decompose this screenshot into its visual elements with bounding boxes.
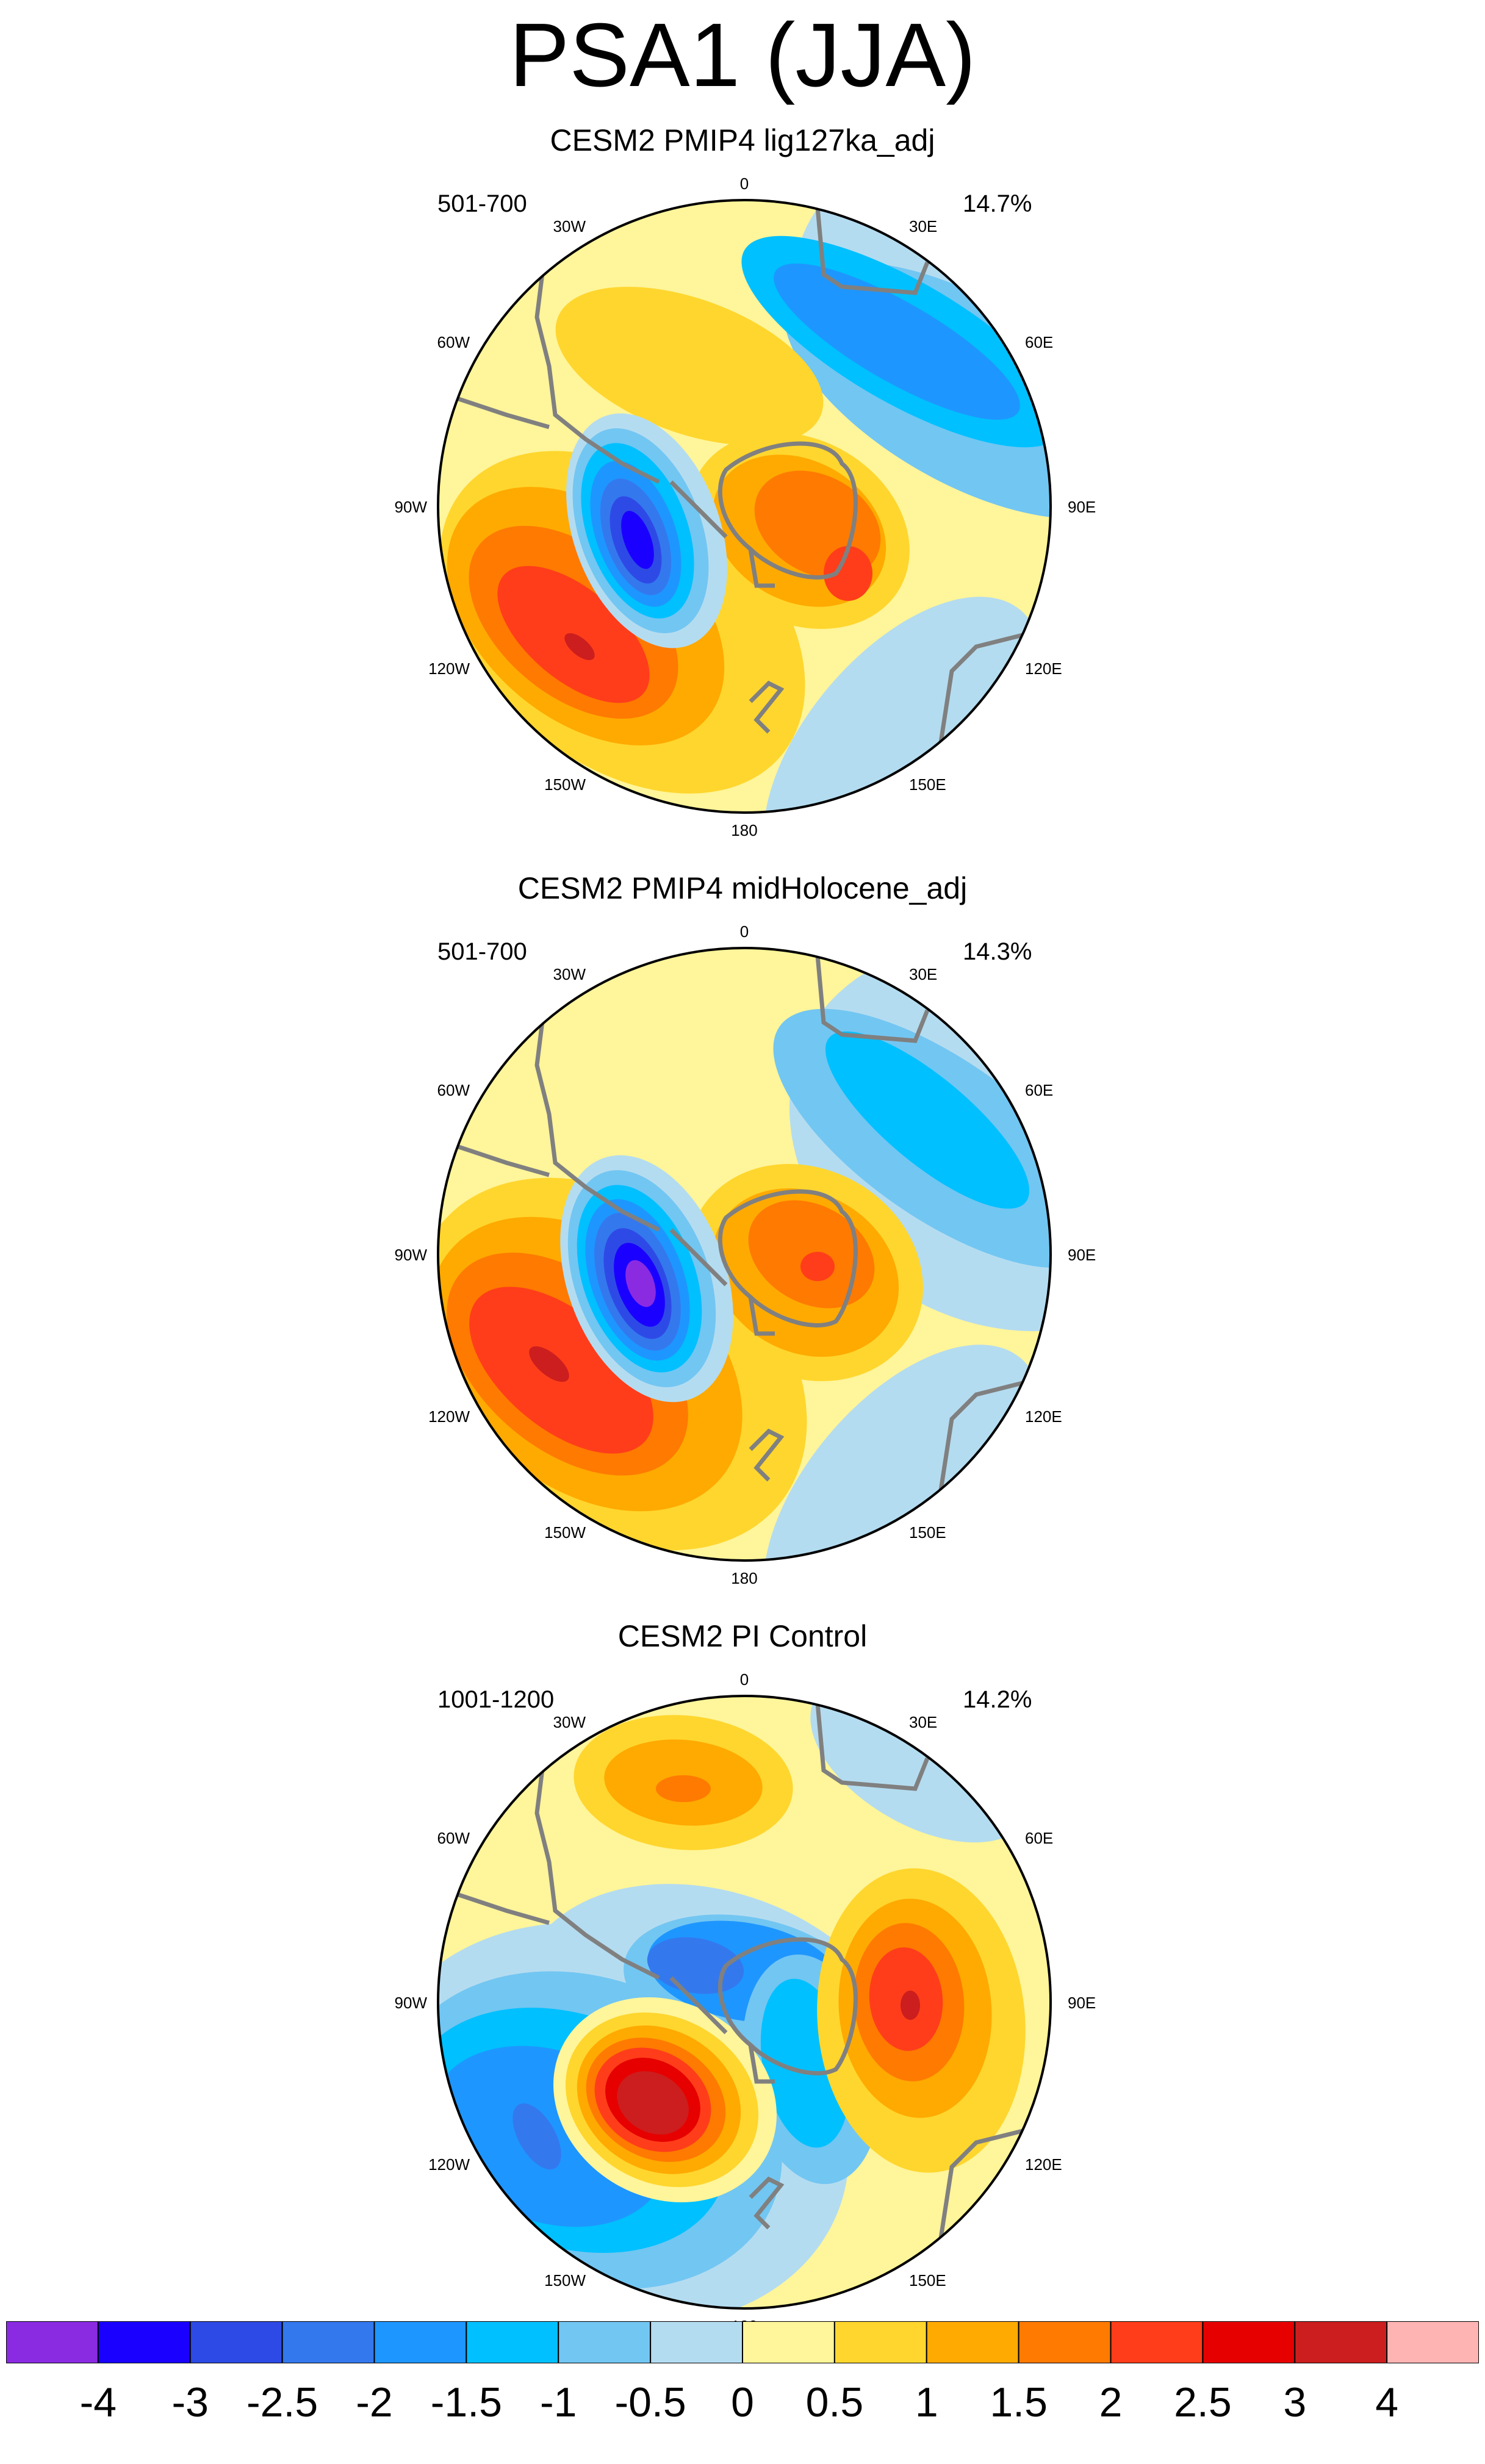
colorbar-swatch xyxy=(833,2321,927,2363)
figure-title: PSA1 (JJA) xyxy=(509,5,976,106)
lon-label-60E: 60E xyxy=(1025,1829,1053,1847)
lon-label-30E: 30E xyxy=(909,1713,937,1731)
colorbar-tick-label: -4 xyxy=(79,2379,117,2426)
lon-label-90W: 90W xyxy=(395,1246,428,1264)
panel-years: 501-700 xyxy=(437,190,527,217)
colorbar-swatch xyxy=(1110,2321,1204,2363)
lon-label-60W: 60W xyxy=(437,1081,470,1099)
colorbar-tick-label: 0 xyxy=(731,2379,754,2426)
colorbar-swatch xyxy=(97,2321,191,2363)
colorbar-swatch xyxy=(6,2321,99,2363)
polar-map-panel-1: 0 30E 60E 90E 120E 150E 180 150W 120W 90… xyxy=(395,174,1096,839)
lon-label-150E: 150E xyxy=(909,1523,946,1542)
colorbar-swatch xyxy=(1018,2321,1112,2363)
panel-variance: 14.3% xyxy=(963,938,1032,965)
colorbar-swatch xyxy=(558,2321,652,2363)
panel-variance: 14.7% xyxy=(963,190,1032,217)
colorbar-tick-label: 2.5 xyxy=(1174,2379,1232,2426)
lon-label-30W: 30W xyxy=(553,1713,586,1731)
colorbar-tick-label: -1.5 xyxy=(430,2379,502,2426)
map-border xyxy=(437,947,1052,1562)
panel-years: 501-700 xyxy=(437,938,527,965)
colorbar-swatch xyxy=(189,2321,283,2363)
lon-label-0: 0 xyxy=(740,1670,749,1689)
colorbar-tick-label: -1 xyxy=(540,2379,577,2426)
panel-title: CESM2 PI Control xyxy=(617,1619,868,1653)
longitude-labels: 0 30E 60E 90E 120E 150E 180 150W 120W 90… xyxy=(395,922,1096,1587)
panel-title: CESM2 PMIP4 midHolocene_adj xyxy=(517,871,968,905)
map-border xyxy=(437,199,1052,814)
lon-label-30E: 30E xyxy=(909,965,937,983)
lon-label-30W: 30W xyxy=(553,965,586,983)
lon-label-120E: 120E xyxy=(1025,659,1062,678)
lon-label-150E: 150E xyxy=(909,2271,946,2290)
lon-label-60W: 60W xyxy=(437,1829,470,1847)
colorbar-swatch xyxy=(466,2321,559,2363)
lon-label-30W: 30W xyxy=(553,217,586,235)
lon-label-90W: 90W xyxy=(395,498,428,516)
lon-label-0: 0 xyxy=(740,174,749,193)
longitude-labels: 0 30E 60E 90E 120E 150E 180 150W 120W 90… xyxy=(395,174,1096,839)
colorbar-tick-label: 2 xyxy=(1099,2379,1123,2426)
lon-label-90E: 90E xyxy=(1068,1994,1096,2012)
colorbar-swatch xyxy=(1202,2321,1296,2363)
lon-label-90E: 90E xyxy=(1068,1246,1096,1264)
map-border xyxy=(437,1695,1052,2310)
colorbar-swatch xyxy=(926,2321,1019,2363)
lon-label-120W: 120W xyxy=(428,1407,470,1426)
lon-label-180: 180 xyxy=(731,1569,757,1587)
lon-label-150E: 150E xyxy=(909,775,946,794)
lon-label-30E: 30E xyxy=(909,217,937,235)
lon-label-90E: 90E xyxy=(1068,498,1096,516)
lon-label-120W: 120W xyxy=(428,659,470,678)
colorbar-tick-label: -0.5 xyxy=(614,2379,686,2426)
lon-label-60E: 60E xyxy=(1025,333,1053,351)
colorbar-swatch xyxy=(1386,2321,1479,2363)
lon-label-60W: 60W xyxy=(437,333,470,351)
colorbar-swatch xyxy=(281,2321,375,2363)
colorbar-tick-label: -3 xyxy=(171,2379,209,2426)
colorbar-swatch xyxy=(373,2321,467,2363)
colorbar-tick-label: 0.5 xyxy=(805,2379,864,2426)
panel-years: 1001-1200 xyxy=(437,1686,555,1713)
colorbar xyxy=(6,2321,1479,2363)
colorbar-swatch xyxy=(742,2321,835,2363)
polar-map-panel-2: 0 30E 60E 90E 120E 150E 180 150W 120W 90… xyxy=(395,922,1096,1587)
coastlines xyxy=(450,1703,1040,2247)
polar-map-panel-3: 0 30E 60E 90E 120E 150E 180 150W 120W 90… xyxy=(395,1670,1096,2335)
lon-label-120E: 120E xyxy=(1025,1407,1062,1426)
colorbar-swatch xyxy=(1294,2321,1388,2363)
lon-label-60E: 60E xyxy=(1025,1081,1053,1099)
lon-label-0: 0 xyxy=(740,922,749,941)
colorbar-tick-label: 4 xyxy=(1375,2379,1399,2426)
lon-label-150W: 150W xyxy=(544,1523,586,1542)
panel-variance: 14.2% xyxy=(963,1686,1032,1713)
coastlines xyxy=(450,955,1040,1499)
colorbar-swatch xyxy=(650,2321,744,2363)
colorbar-tick-label: -2 xyxy=(356,2379,393,2426)
lon-label-150W: 150W xyxy=(544,2271,586,2290)
lon-label-90W: 90W xyxy=(395,1994,428,2012)
colorbar-tick-label: 1.5 xyxy=(990,2379,1048,2426)
coastlines xyxy=(450,207,1040,751)
lon-label-120W: 120W xyxy=(428,2155,470,2174)
colorbar-tick-label: -2.5 xyxy=(246,2379,318,2426)
contour-field xyxy=(438,948,1051,1561)
lon-label-120E: 120E xyxy=(1025,2155,1062,2174)
colorbar-tick-label: 1 xyxy=(915,2379,938,2426)
panel-title: CESM2 PMIP4 lig127ka_adj xyxy=(550,123,935,157)
contour-field xyxy=(438,1696,1032,2308)
lon-label-180: 180 xyxy=(731,821,757,839)
lon-label-150W: 150W xyxy=(544,775,586,794)
colorbar-tick-label: 3 xyxy=(1283,2379,1307,2426)
